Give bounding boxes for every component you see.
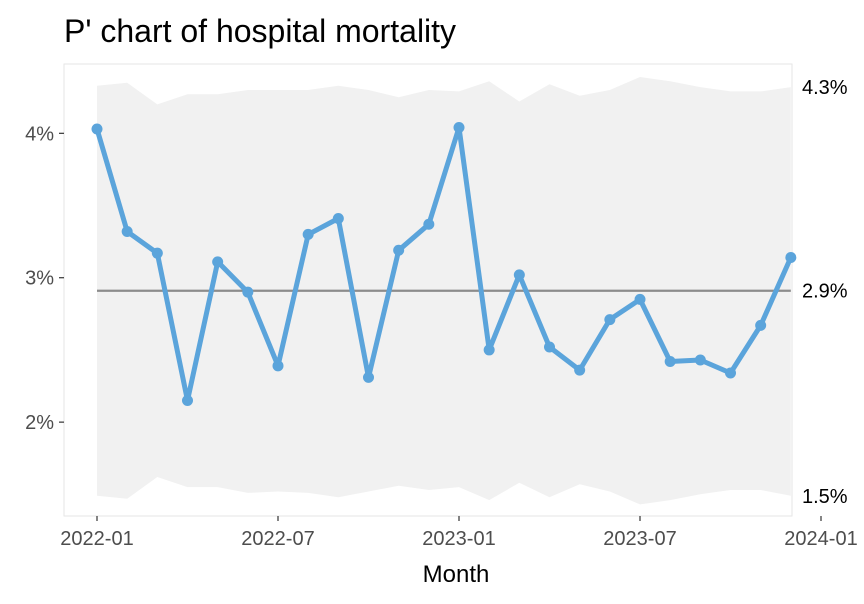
data-point [182, 394, 193, 406]
data-point [513, 269, 525, 281]
data-point [121, 226, 133, 238]
data-point [604, 314, 616, 326]
center-limit-label: 2.9% [802, 281, 848, 303]
data-point [242, 286, 254, 298]
data-point [483, 344, 495, 356]
x-tick-label: 2022-01 [60, 528, 133, 550]
data-point [423, 218, 435, 230]
data-point [332, 213, 344, 225]
data-point [664, 355, 676, 367]
data-point [634, 293, 646, 305]
data-point [574, 364, 586, 376]
x-tick-label: 2022-07 [241, 528, 314, 550]
data-point [785, 252, 797, 264]
data-point [544, 341, 555, 353]
data-point [212, 256, 224, 268]
lower-limit-label: 1.5% [802, 486, 848, 508]
chart-title: P' chart of hospital mortality [64, 13, 456, 49]
x-tick-label: 2024-01 [784, 528, 857, 550]
data-point [755, 319, 767, 331]
data-point [393, 244, 405, 256]
upper-limit-label: 4.3% [802, 77, 848, 99]
data-point [151, 247, 163, 259]
data-point [694, 354, 706, 366]
data-point [363, 371, 374, 383]
y-tick-label: 4% [25, 123, 54, 145]
data-point [91, 123, 103, 135]
y-tick-label: 3% [25, 268, 54, 290]
y-tick-label: 2% [25, 412, 54, 434]
data-point [725, 367, 736, 379]
data-point [272, 360, 284, 372]
x-tick-label: 2023-01 [422, 528, 495, 550]
x-tick-label: 2023-07 [603, 528, 676, 550]
data-point [302, 228, 314, 240]
x-axis-title: Month [423, 561, 490, 588]
data-point [453, 122, 465, 134]
